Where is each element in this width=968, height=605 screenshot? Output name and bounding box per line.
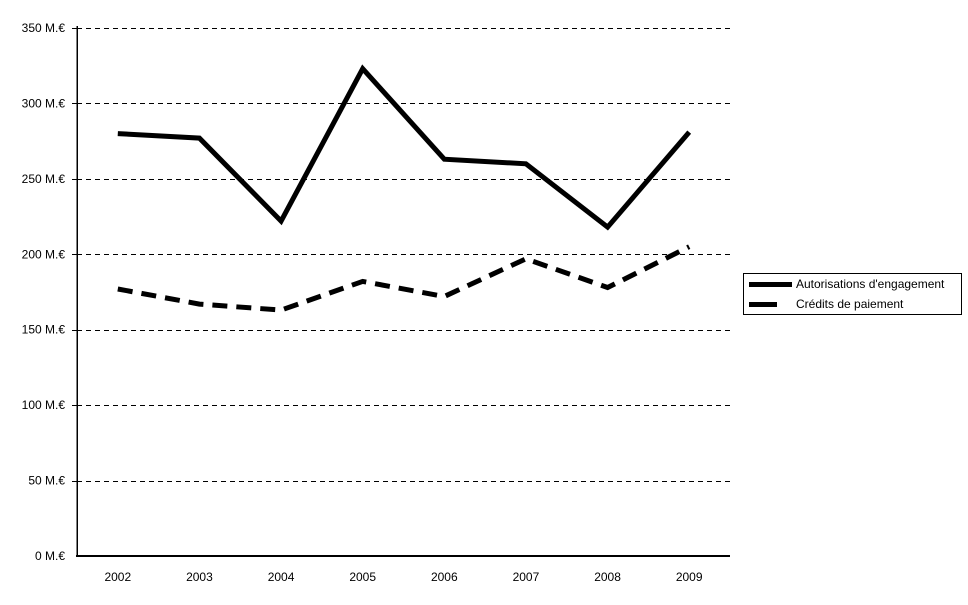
x-tick-label: 2008	[594, 570, 621, 584]
x-tick-label: 2005	[349, 570, 376, 584]
legend: Autorisations d'engagement Crédits de pa…	[743, 273, 962, 315]
legend-swatch-dashed-line	[749, 301, 796, 307]
y-tick-label: 300 M.€	[22, 96, 66, 110]
x-tick-label: 2003	[186, 570, 213, 584]
x-tick-label: 2007	[513, 570, 540, 584]
x-tick-label: 2004	[268, 570, 295, 584]
x-tick-label: 2009	[676, 570, 703, 584]
y-tick-label: 50 M.€	[28, 474, 65, 488]
solid-line-icon	[749, 281, 792, 287]
legend-label-credits: Crédits de paiement	[796, 297, 904, 311]
series-line-credits-de-paiement	[117, 244, 691, 313]
x-tick-label: 2006	[431, 570, 458, 584]
legend-item-autorisations: Autorisations d'engagement	[749, 274, 961, 294]
y-tick-label: 350 M.€	[22, 21, 66, 35]
dashed-line-icon	[749, 301, 777, 307]
y-tick-label: 200 M.€	[22, 247, 66, 261]
y-tick-label: 250 M.€	[22, 172, 66, 186]
series-line-autorisations-engagement	[117, 64, 692, 231]
x-tick-label: 2002	[104, 570, 131, 584]
legend-label-autorisations: Autorisations d'engagement	[796, 277, 945, 291]
legend-swatch-solid-line	[749, 281, 796, 287]
y-tick-label: 150 M.€	[22, 323, 66, 337]
y-tick-label: 0 M.€	[35, 549, 65, 563]
y-tick-label: 100 M.€	[22, 398, 66, 412]
legend-item-credits: Crédits de paiement	[749, 294, 961, 314]
